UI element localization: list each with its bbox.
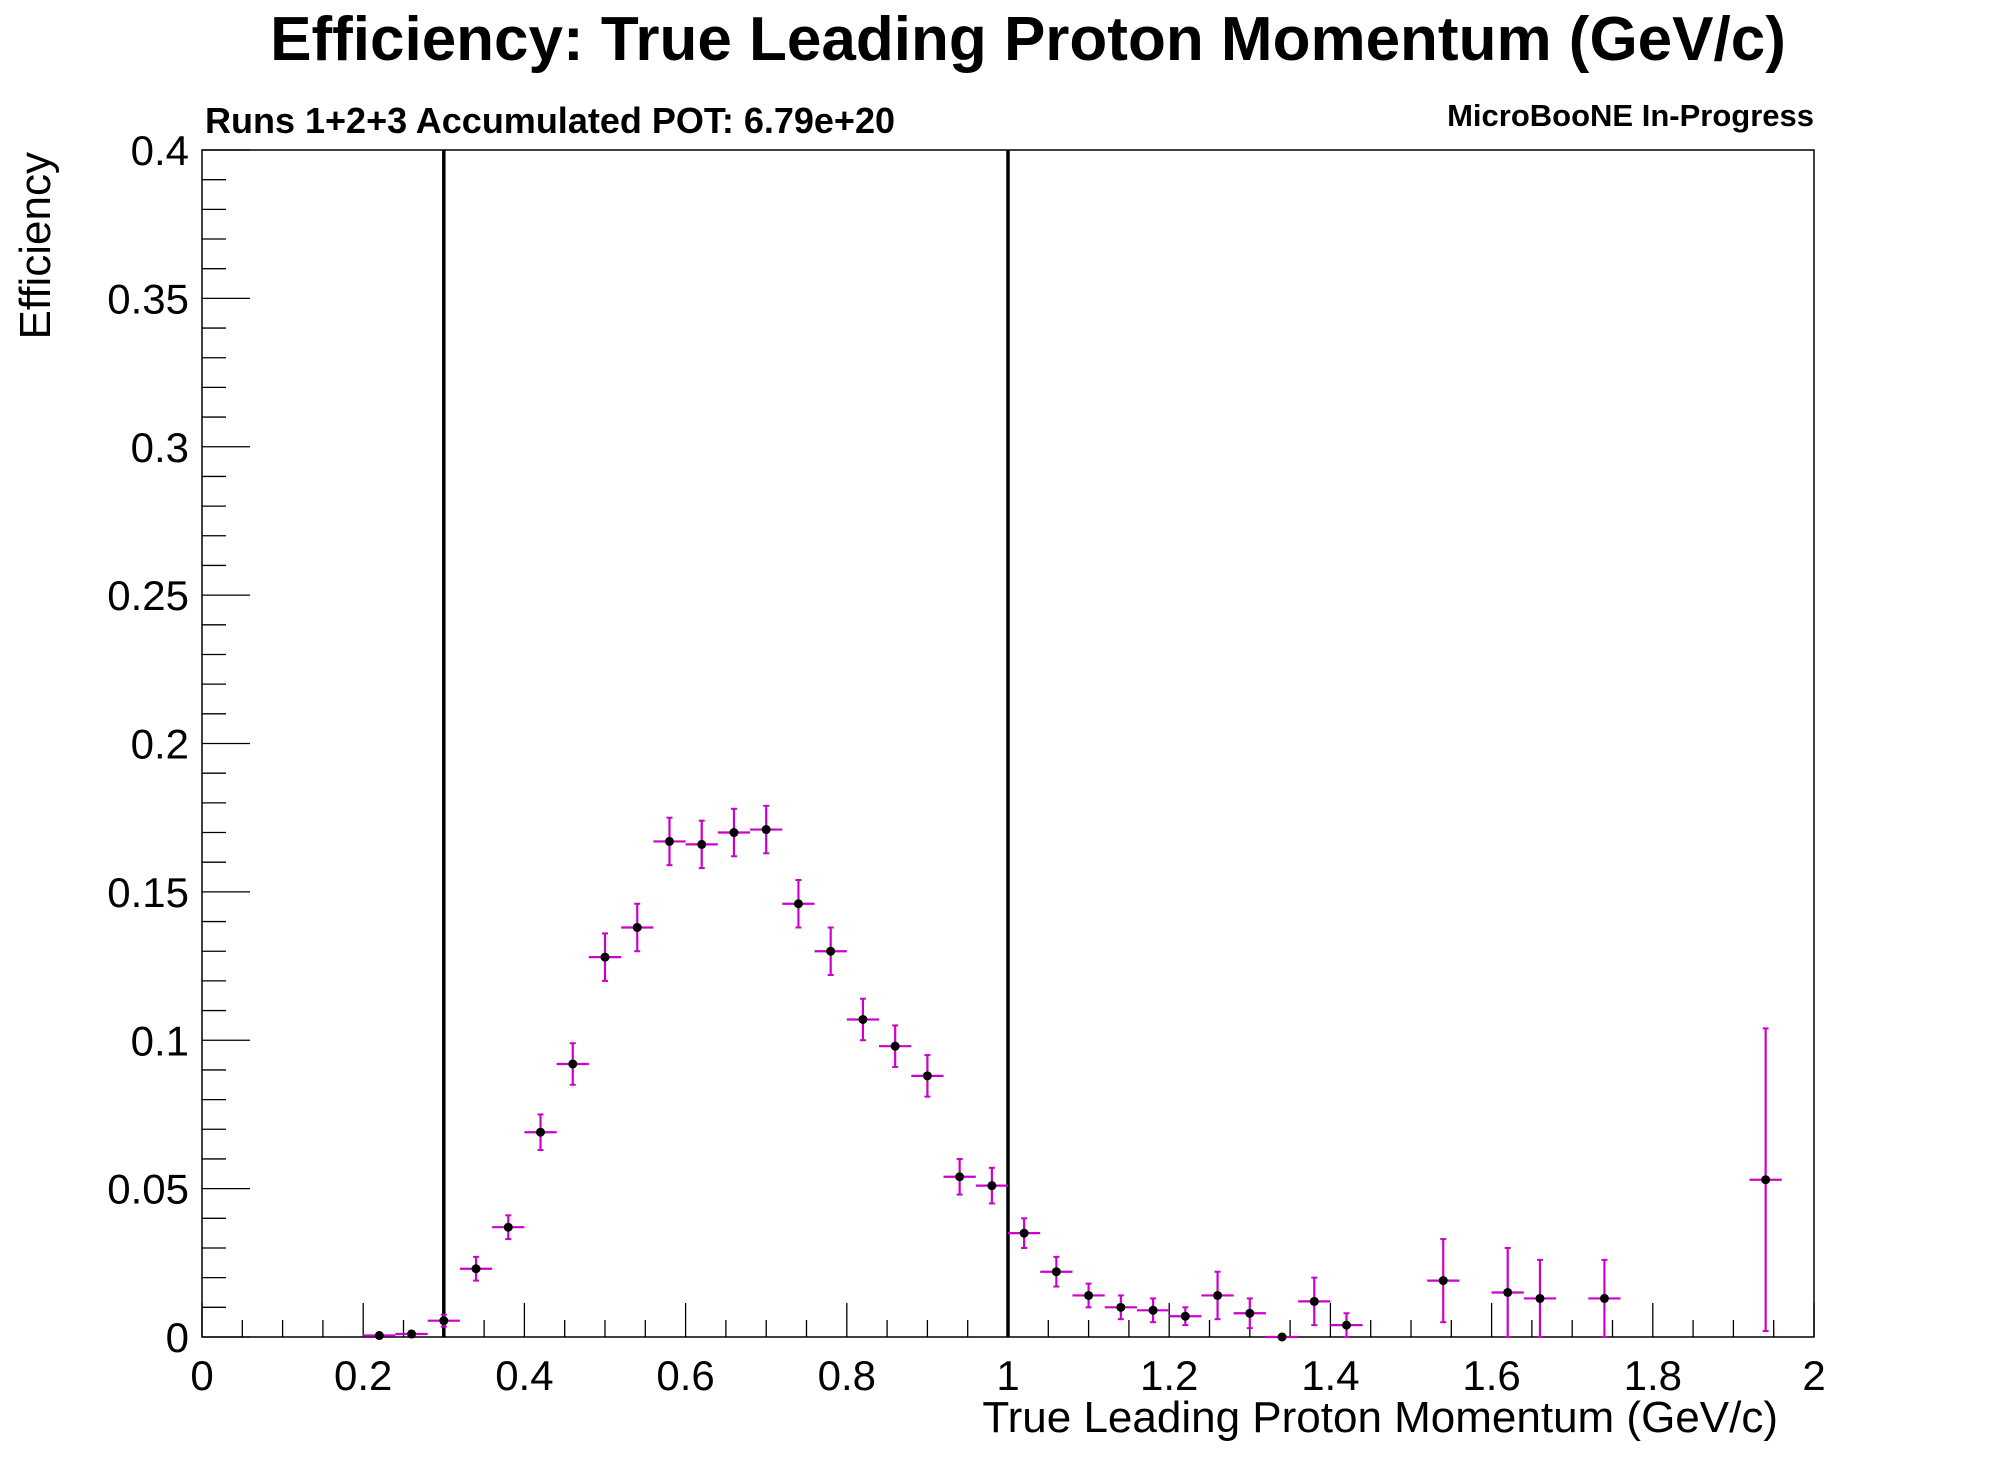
data-point	[374, 1331, 384, 1341]
x-tick-label: 1	[996, 1352, 1019, 1399]
x-tick-label: 1.4	[1301, 1352, 1359, 1399]
x-tick-label: 1.2	[1140, 1352, 1198, 1399]
data-point	[407, 1329, 417, 1339]
y-tick-label: 0.3	[131, 424, 189, 471]
y-tick-label: 0.35	[107, 275, 189, 322]
data-point	[503, 1222, 513, 1232]
data-point	[600, 952, 610, 962]
x-tick-label: 2	[1802, 1352, 1825, 1399]
data-point	[1245, 1308, 1255, 1318]
chart-subtitle-right: MicroBooNE In-Progress	[1447, 98, 1814, 133]
chart-title: Efficiency: True Leading Proton Momentum…	[270, 5, 1786, 74]
data-point	[1342, 1320, 1352, 1330]
data-point	[858, 1014, 868, 1024]
y-tick-label: 0.1	[131, 1017, 189, 1064]
data-point	[1309, 1296, 1319, 1306]
x-tick-label: 0.2	[334, 1352, 392, 1399]
x-tick-label: 0.6	[656, 1352, 714, 1399]
data-point	[664, 836, 674, 846]
data-point	[697, 839, 707, 849]
data-point	[987, 1181, 997, 1191]
x-tick-label: 0.4	[495, 1352, 553, 1399]
data-point	[568, 1059, 578, 1069]
y-tick-label: 0	[166, 1314, 189, 1361]
x-tick-label: 1.8	[1624, 1352, 1682, 1399]
x-tick-label: 1.6	[1462, 1352, 1520, 1399]
data-point	[890, 1041, 900, 1051]
data-point	[1503, 1287, 1513, 1297]
data-point	[1535, 1293, 1545, 1303]
data-point	[1277, 1332, 1287, 1342]
data-point	[793, 899, 803, 909]
data-point	[1213, 1290, 1223, 1300]
data-point	[632, 922, 642, 932]
y-tick-label: 0.2	[131, 721, 189, 768]
data-point	[1148, 1305, 1158, 1315]
y-tick-label: 0.15	[107, 869, 189, 916]
chart-subtitle-left: Runs 1+2+3 Accumulated POT: 6.79e+20	[205, 100, 895, 141]
x-tick-label: 0	[190, 1352, 213, 1399]
y-axis-label: Efficiency	[11, 152, 60, 340]
data-point	[826, 946, 836, 956]
data-point	[536, 1127, 546, 1137]
data-point	[1051, 1267, 1061, 1277]
data-point	[1599, 1293, 1609, 1303]
data-point	[1761, 1175, 1771, 1185]
x-axis-label: True Leading Proton Momentum (GeV/c)	[982, 1393, 1778, 1442]
data-point	[1084, 1290, 1094, 1300]
y-tick-label: 0.25	[107, 572, 189, 619]
data-point	[1438, 1276, 1448, 1286]
data-point	[922, 1071, 932, 1081]
x-tick-label: 0.8	[818, 1352, 876, 1399]
y-tick-label: 0.05	[107, 1166, 189, 1213]
data-point	[1019, 1228, 1029, 1238]
data-point	[729, 828, 739, 838]
data-point	[439, 1316, 449, 1326]
data-point	[955, 1172, 965, 1182]
data-point	[1180, 1311, 1190, 1321]
plot-area: 0 0.2 0.4 0.6 0.8 1 1.2 1.4 1.6 1.8 2 0 0.05 0.1 0.15 0…	[107, 127, 1825, 1399]
data-point	[761, 825, 771, 835]
y-tick-label: 0.4	[131, 127, 189, 174]
data-point	[471, 1264, 481, 1274]
data-point	[1116, 1302, 1126, 1312]
